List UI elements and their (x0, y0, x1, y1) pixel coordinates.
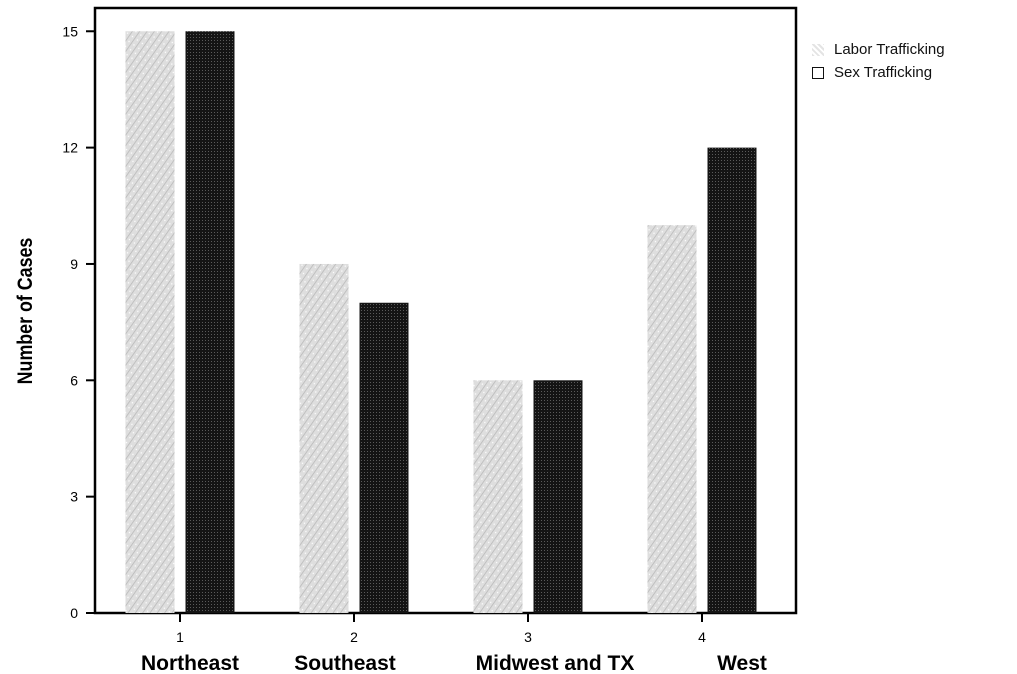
y-tick-label: 9 (70, 256, 78, 272)
category-name-label: Midwest and TX (476, 652, 635, 674)
bar-sex-trafficking-1 (185, 31, 235, 614)
y-axis-label: Number of Cases (14, 238, 38, 385)
y-tick-label: 12 (62, 140, 78, 156)
bar-labor-trafficking-3 (473, 380, 523, 613)
bar-sex-trafficking-3 (533, 380, 583, 613)
y-axis: 0 3 6 9 12 15 (62, 23, 95, 621)
x-tick-label: 3 (524, 629, 532, 645)
y-tick-label: 0 (70, 605, 78, 621)
y-tick-label: 6 (70, 372, 78, 388)
bars (125, 31, 757, 614)
category-name-label: Southeast (294, 652, 396, 674)
legend: Labor Trafficking Sex Trafficking (812, 38, 945, 84)
x-tick-label: 4 (698, 629, 706, 645)
x-tick-label: 2 (350, 629, 358, 645)
y-tick-label: 15 (62, 23, 78, 39)
y-tick-label: 3 (70, 489, 78, 505)
bar-labor-trafficking-2 (299, 263, 349, 613)
legend-label-sex-trafficking: Sex Trafficking (834, 64, 933, 81)
bar-labor-trafficking-4 (647, 225, 697, 613)
legend-item-sex-trafficking: Sex Trafficking (812, 61, 945, 84)
legend-swatch-sex-trafficking (812, 66, 824, 79)
category-name-label: West (717, 652, 767, 674)
legend-label-labor-trafficking: Labor Trafficking (834, 41, 945, 58)
legend-item-labor-trafficking: Labor Trafficking (812, 38, 945, 61)
category-name-label: Northeast (141, 652, 239, 674)
plot-frame (93, 6, 798, 615)
bar-labor-trafficking-1 (125, 31, 175, 614)
bar-sex-trafficking-2 (359, 302, 409, 613)
legend-swatch-labor-trafficking (812, 43, 824, 56)
x-tick-label: 1 (176, 629, 184, 645)
bar-sex-trafficking-4 (707, 147, 757, 613)
x-axis: 1 2 3 4 Northeast Southeast Midwest and TX West (141, 613, 767, 674)
